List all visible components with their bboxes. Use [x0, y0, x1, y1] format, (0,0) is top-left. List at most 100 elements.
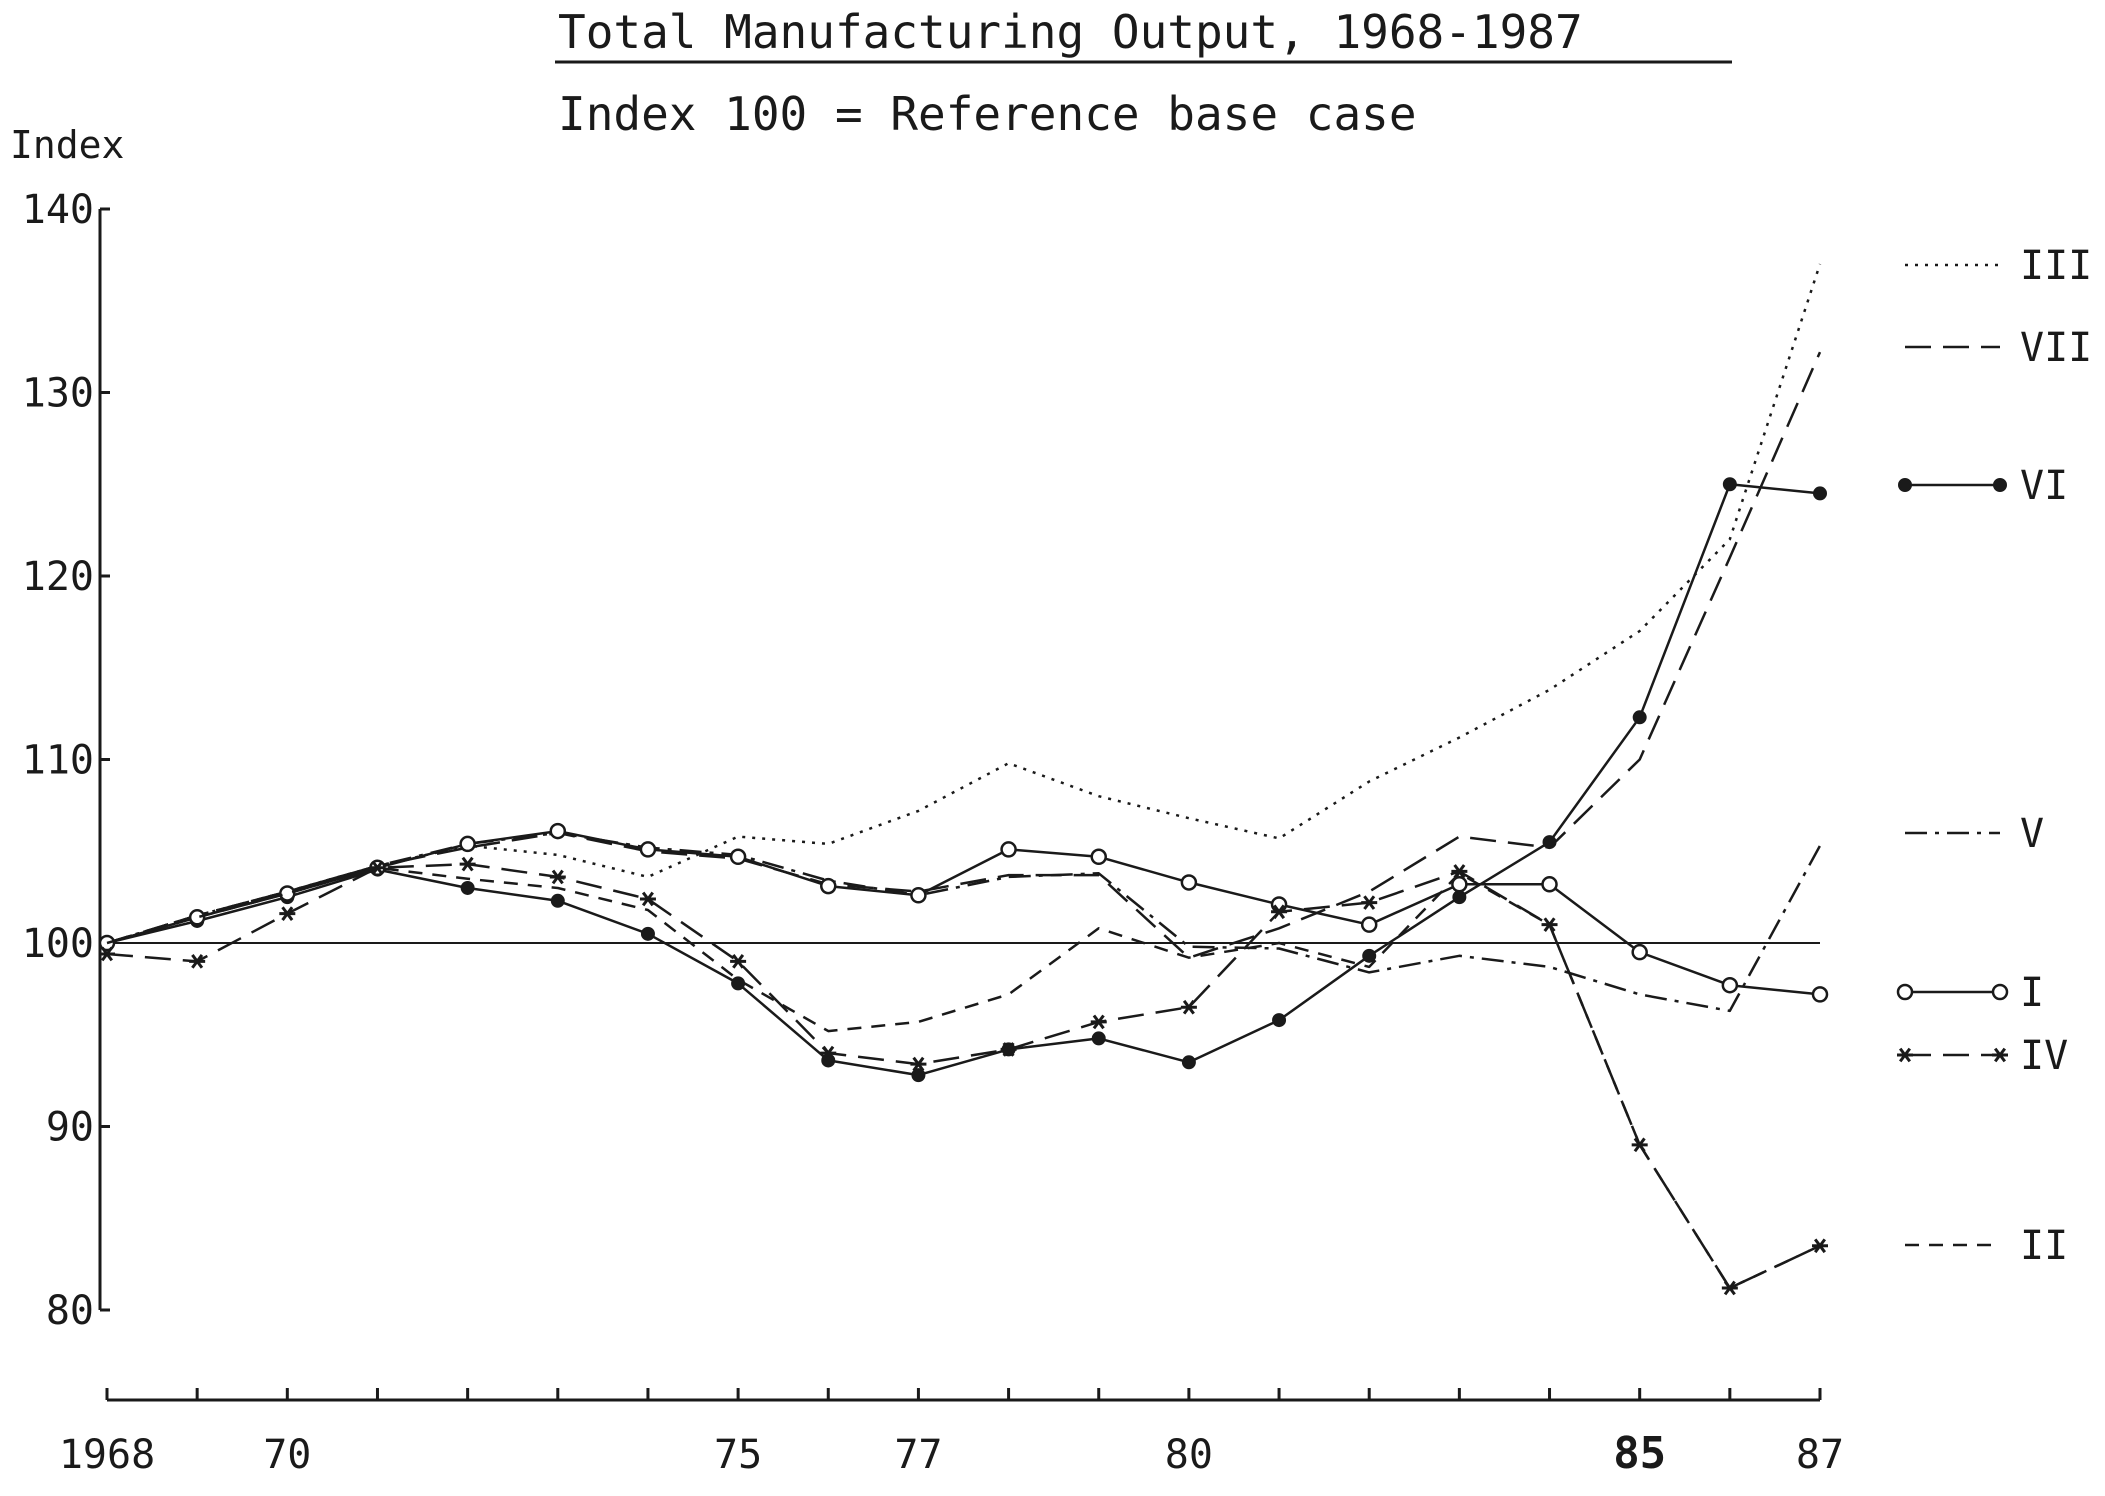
series-point-i-1979 [1090, 848, 1107, 866]
series-line-vi [106, 483, 1821, 1077]
series-point-iv-1985-d2 [1633, 1137, 1646, 1153]
series-line-ii [106, 866, 1821, 1290]
legend-marker-end-vi [1993, 478, 2007, 492]
series-point-iv-1984 [1541, 917, 1558, 932]
y-tick-label-130: 130 [22, 371, 94, 417]
y-tick-label-120: 120 [22, 554, 94, 600]
legend-label-iv: IV [2020, 1033, 2068, 1079]
series-point-iv-1987 [1812, 1238, 1828, 1254]
series-point-i-1984 [1541, 876, 1558, 893]
series-line-i [106, 829, 1821, 996]
series-point-iv-1978 [1000, 1042, 1017, 1057]
series-point-iv-1986-d2 [1723, 1280, 1736, 1296]
series-ii [106, 866, 1821, 1290]
x-tick-label-85: 85 [1613, 1428, 1666, 1479]
legend-label-ii: II [2020, 1223, 2068, 1269]
series-point-iv-1987-d2 [1813, 1238, 1827, 1254]
series-point-iv-1968-d2 [100, 946, 114, 962]
series-point-iv-1979 [1090, 1014, 1107, 1030]
series-point-iv-1981-d2 [1273, 904, 1286, 920]
x-tick-label-75: 75 [714, 1432, 762, 1478]
legend-label-v: V [2020, 811, 2044, 857]
series-point-i-1970 [279, 885, 296, 902]
legend-label-vii: VII [2020, 325, 2092, 371]
y-axis-label: Index [10, 123, 124, 167]
series-point-i-1972 [459, 835, 476, 853]
series-point-iv-1972-d2 [461, 856, 474, 872]
series-point-iv-1977 [910, 1056, 927, 1072]
series-point-i-1977 [910, 887, 927, 904]
series-point-iv-1970 [279, 906, 296, 921]
legend-marker-start-vi [1898, 478, 1912, 492]
legend-label-iii: III [2020, 243, 2092, 289]
x-tick-label-1968: 1968 [59, 1432, 155, 1478]
series-point-iv-1975 [730, 954, 747, 969]
series-point-vi-1974 [640, 926, 655, 941]
legend-item-i: I [1896, 970, 2044, 1016]
series-point-iv-1981 [1271, 904, 1288, 920]
legend-item-ii: II [1905, 1223, 2068, 1269]
series-point-vi-1983 [1452, 890, 1467, 905]
series-v [106, 831, 1822, 1013]
chart-title: Total Manufacturing Output, 1968-1987 [558, 5, 1583, 59]
series-vii [106, 351, 1822, 959]
series-point-iv-1975-d2 [732, 954, 745, 969]
series-point-iv-1969-d2 [191, 954, 204, 969]
series-point-iv-1985 [1631, 1137, 1648, 1153]
legend-marker-end-i [1991, 983, 2009, 1001]
series-point-iv-1969 [189, 954, 206, 969]
y-tick-label-110: 110 [22, 738, 94, 784]
series-i [98, 822, 1829, 1003]
x-tick-label-77: 77 [894, 1432, 942, 1478]
series-point-i-1973 [549, 822, 567, 840]
legend-marker-start-i [1896, 983, 1914, 1001]
series-iii [106, 263, 1822, 945]
legend-label-vi: VI [2020, 463, 2068, 509]
series-point-iv-1970-d2 [281, 906, 294, 921]
series-point-vi-1977 [911, 1068, 926, 1083]
series-point-iv-1986 [1721, 1280, 1738, 1296]
series-point-iv-1976-d2 [822, 1045, 835, 1061]
y-tick-label-90: 90 [46, 1105, 94, 1151]
series-point-i-1975 [729, 848, 747, 866]
legend-item-v: V [1905, 811, 2044, 857]
series-point-i-1976 [820, 877, 837, 895]
legend-item-vii: VII [1905, 325, 2092, 371]
series-point-vi-1984 [1542, 835, 1557, 850]
legend-item-vi: VI [1898, 463, 2068, 509]
series-point-iv-1968 [99, 946, 115, 962]
x-tick-label-87: 87 [1796, 1432, 1844, 1478]
series-point-i-1980 [1180, 874, 1198, 891]
series-line-vii [106, 351, 1822, 959]
series-point-iv-1976 [820, 1045, 837, 1061]
series-point-iv-1974 [639, 891, 656, 907]
legend-marker-start-iv [1897, 1047, 1913, 1063]
series-point-iv-1973-d2 [551, 869, 564, 885]
legend-marker-end-iv-d2 [1993, 1047, 2007, 1063]
series-iv [99, 856, 1828, 1296]
series-point-iv-1971 [369, 860, 386, 876]
series-line-iv [106, 862, 1821, 1290]
series-point-iv-1980-d2 [1182, 999, 1195, 1015]
series-point-i-1985 [1631, 943, 1648, 961]
series-point-vi-1972 [460, 880, 475, 895]
legend-item-iii: III [1905, 243, 2092, 289]
series-point-i-1982 [1360, 916, 1378, 933]
series-point-i-1974 [639, 841, 657, 858]
series-point-iv-1973 [549, 869, 566, 885]
series-point-iv-1982-d2 [1363, 895, 1376, 910]
series-point-vi-1987 [1813, 486, 1827, 501]
y-tick-label-140: 140 [22, 187, 94, 233]
series-point-vi-1973 [550, 893, 565, 908]
series-point-iv-1979-d2 [1092, 1014, 1105, 1030]
series-point-i-1978 [1000, 841, 1017, 858]
series-point-vi-1985 [1632, 710, 1647, 725]
series-point-iv-1982 [1361, 895, 1378, 910]
series-layer [98, 263, 1829, 1296]
series-point-i-1986 [1721, 976, 1739, 994]
y-tick-label-80: 80 [46, 1288, 94, 1334]
legend-marker-end-iv [1992, 1047, 2008, 1063]
x-tick-label-70: 70 [263, 1432, 311, 1478]
